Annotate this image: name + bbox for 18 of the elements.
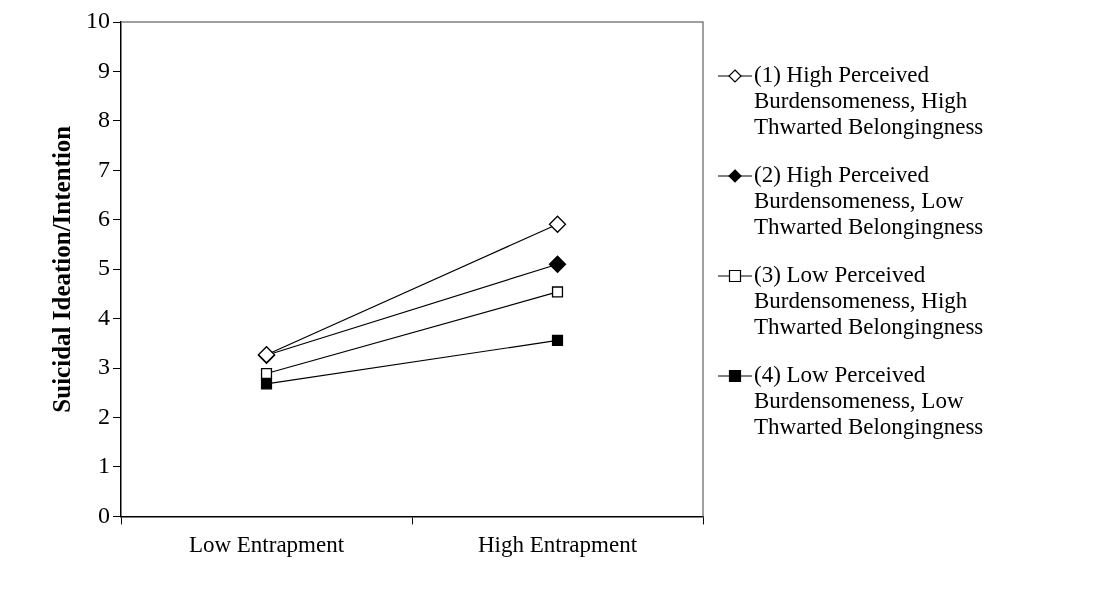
y-tick-label: 4 xyxy=(98,303,110,330)
y-tick-label: 6 xyxy=(98,205,110,232)
y-axis-title: Suicidal Ideation/Intention xyxy=(48,125,76,413)
legend-label: (2) High Perceived Burdensomeness, Low Thwarted Belongingness xyxy=(754,162,985,240)
y-tick-label: 8 xyxy=(98,106,110,133)
legend-label: (3) Low Perceived Burdensomeness, High Thwarted Belongingness xyxy=(754,262,985,340)
y-tick-label: 2 xyxy=(98,402,110,429)
x-tick-label: Low Entrapment xyxy=(188,532,345,558)
legend-label: (4) Low Perceived Burdensomeness, Low Thwarted Belongingness xyxy=(754,362,985,440)
y-tick-label: 3 xyxy=(98,353,110,380)
y-tick-label: 1 xyxy=(98,452,110,479)
y-tick-label: 7 xyxy=(98,155,110,182)
x-tick-label: High Entrapment xyxy=(477,532,638,558)
y-tick-label: 10 xyxy=(86,7,110,34)
y-tick-label: 5 xyxy=(98,254,110,281)
y-tick-label: 9 xyxy=(98,56,110,83)
legend-label: (1) High Perceived Burdensomeness, High Thwarted Belongingness xyxy=(754,62,985,140)
y-tick-label: 0 xyxy=(98,501,110,528)
